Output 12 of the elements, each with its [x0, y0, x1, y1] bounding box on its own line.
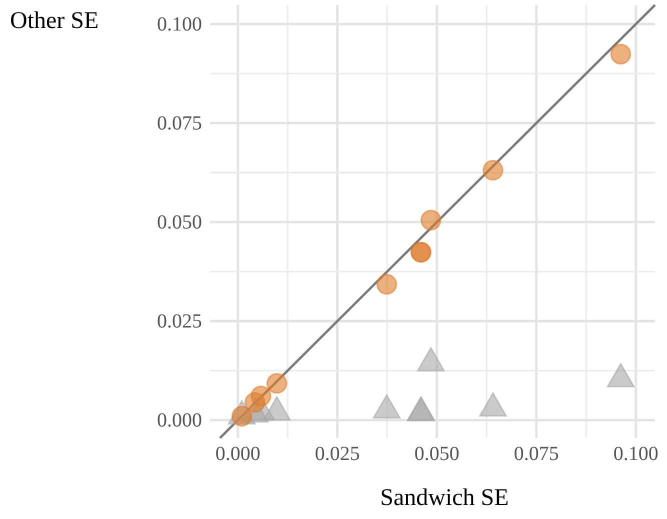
x-tick-label: 0.100: [613, 443, 658, 466]
x-tick-label: 0.025: [314, 443, 360, 466]
x-tick-label: 0.000: [215, 443, 260, 466]
y-axis-title: Other SE: [10, 8, 99, 34]
y-tick-label: 0.050: [157, 211, 202, 234]
y-tick-label: 0.025: [157, 310, 202, 333]
x-axis-title: Sandwich SE: [380, 485, 509, 511]
x-tick-label: 0.050: [414, 443, 460, 466]
y-tick-label: 0.000: [157, 410, 202, 432]
y-tick-label: 0.100: [157, 13, 202, 36]
x-tick-label: 0.075: [514, 443, 559, 466]
y-tick-label: 0.075: [157, 112, 202, 134]
